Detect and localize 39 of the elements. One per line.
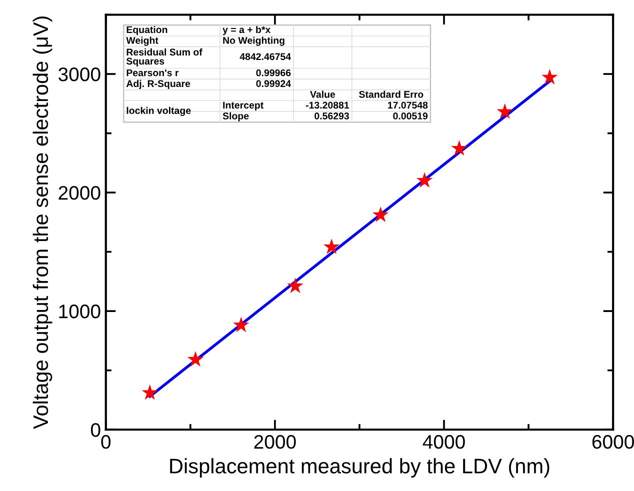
point <box>542 69 558 84</box>
point <box>496 103 513 119</box>
annotation: 0.00519 <box>393 112 428 120</box>
point <box>187 351 204 367</box>
annotation: Equation <box>126 26 168 36</box>
annotation: Standard Erro <box>359 90 424 98</box>
annotation: y = a + b*x <box>222 26 271 36</box>
annotation: 17.07548 <box>388 102 428 109</box>
y-axis-title: Voltage output from the sense electrode (μV) <box>32 16 52 430</box>
y-tick-label: 0 <box>90 423 100 437</box>
annotation: Slope <box>222 112 249 122</box>
annotation: Intercept <box>223 102 264 111</box>
annotation: Adj. R-Square <box>126 80 190 89</box>
annotation: Weight <box>126 36 158 46</box>
point <box>233 316 250 332</box>
y-tick-label: 3000 <box>58 67 100 82</box>
annotation: 0.56293 <box>314 112 349 120</box>
annotation: 4842.46754 <box>240 53 291 60</box>
point <box>451 140 468 156</box>
annotation: lockin voltage <box>126 106 191 116</box>
point <box>323 238 340 254</box>
point <box>287 278 304 294</box>
y-tick-label: 2000 <box>58 186 100 200</box>
annotation: Value <box>310 90 336 98</box>
x-axis-title: Displacement measured by the LDV (nm) <box>170 458 550 478</box>
x-tick-label: 4000 <box>422 435 465 449</box>
annotation: Pearson's r <box>126 69 179 76</box>
annotation: 0.99966 <box>256 69 291 76</box>
y-tick-label: 1000 <box>59 304 100 318</box>
annotation: Residual Sum of Squares <box>126 48 202 67</box>
point <box>416 172 433 188</box>
x-tick-label: 0 <box>101 435 111 449</box>
point <box>372 206 389 222</box>
point <box>142 384 158 400</box>
annotation: -13.20881 <box>306 102 350 109</box>
x-tick-label: 6000 <box>592 435 634 449</box>
annotation: 0.99924 <box>256 80 291 88</box>
annotation: No Weighting <box>223 36 284 46</box>
x-tick-label: 2000 <box>254 435 296 449</box>
